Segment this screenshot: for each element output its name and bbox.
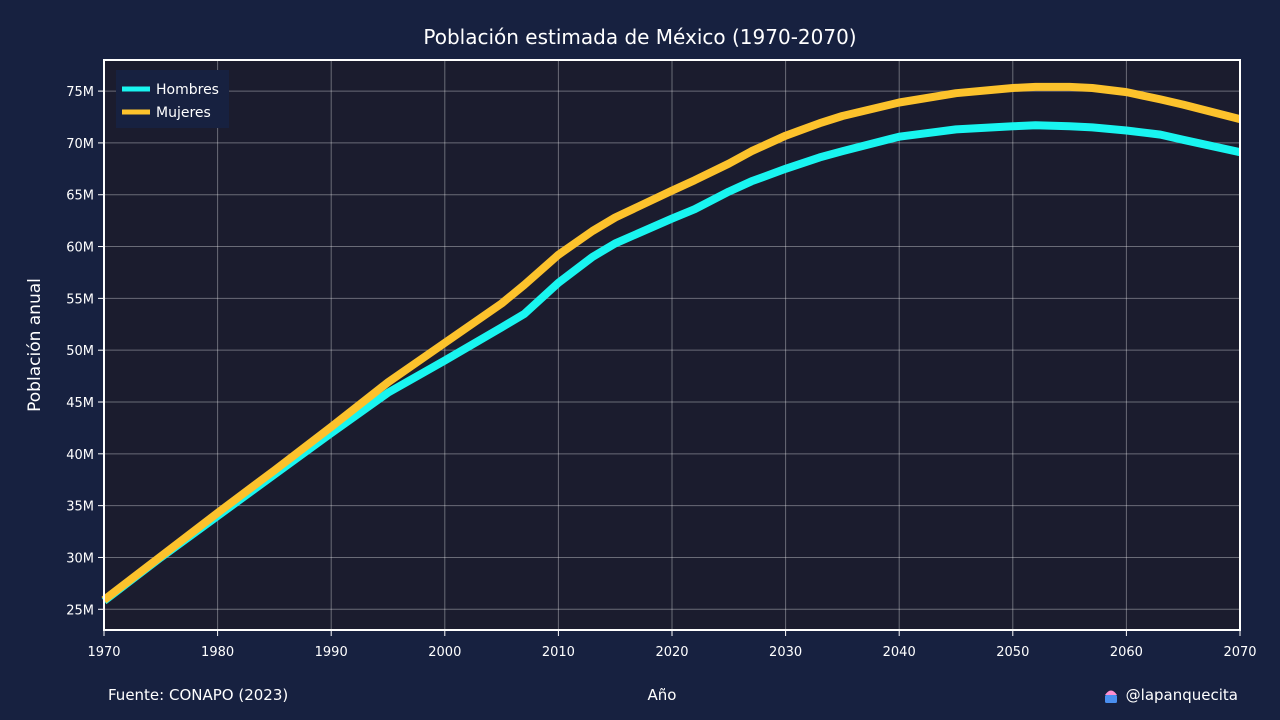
y-tick-label: 70M — [66, 137, 94, 152]
legend-label-mujeres: Mujeres — [156, 105, 211, 121]
x-tick-label: 1990 — [315, 645, 348, 660]
legend: Hombres Mujeres — [116, 70, 229, 128]
source-note: Fuente: CONAPO (2023) — [108, 686, 288, 704]
chart-title: Población estimada de México (1970-2070) — [423, 25, 856, 49]
series-line-mujeres — [101, 82, 1241, 604]
x-tick-label: 2070 — [1223, 645, 1256, 660]
y-tick-label: 65M — [66, 189, 94, 204]
y-tick-label: 50M — [66, 344, 94, 359]
x-tick-label: 1970 — [87, 645, 120, 660]
x-axis-title: Año — [648, 686, 677, 704]
legend-label-hombres: Hombres — [156, 82, 219, 98]
x-tick-label: 2040 — [883, 645, 916, 660]
y-tick-label: 55M — [66, 292, 94, 307]
y-tick-label: 60M — [66, 241, 94, 256]
credit: @lapanquecita — [1105, 686, 1238, 704]
plot-area — [103, 59, 1241, 631]
x-tick-label: 2000 — [428, 645, 461, 660]
x-tick-label: 2020 — [655, 645, 688, 660]
credit-handle: @lapanquecita — [1126, 686, 1238, 704]
y-axis: 25M 30M 35M 40M 45M 50M 55M 60M 65M 70M 75M — [66, 85, 104, 618]
cupcake-icon — [1105, 690, 1117, 703]
series-line-hombres — [101, 121, 1241, 605]
y-axis-title: Población anual — [25, 278, 45, 412]
x-axis: 1970 1980 1990 2000 2010 2020 2030 2040 2050 2060… — [87, 630, 1257, 660]
series-lines — [101, 82, 1241, 605]
x-tick-label: 2050 — [996, 645, 1029, 660]
y-tick-label: 40M — [66, 448, 94, 463]
y-tick-label: 45M — [66, 396, 94, 411]
x-tick-label: 2060 — [1110, 645, 1143, 660]
legend-box — [116, 70, 229, 128]
y-tick-label: 25M — [66, 603, 94, 618]
y-tick-label: 35M — [66, 500, 94, 515]
y-tick-label: 30M — [66, 551, 94, 566]
x-tick-label: 2030 — [769, 645, 802, 660]
x-tick-label: 2010 — [542, 645, 575, 660]
y-tick-label: 75M — [66, 85, 94, 100]
x-tick-label: 1980 — [201, 645, 234, 660]
